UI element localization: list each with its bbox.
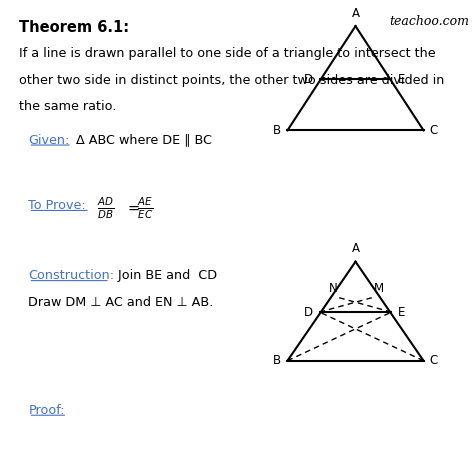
Text: $\frac{AD}{DB}$: $\frac{AD}{DB}$ <box>97 195 115 220</box>
Text: other two side in distinct points, the other two sides are divided in: other two side in distinct points, the o… <box>19 74 444 87</box>
Text: N: N <box>328 282 337 294</box>
Text: B: B <box>273 354 282 367</box>
Text: B: B <box>273 124 282 137</box>
Text: teachoo.com: teachoo.com <box>389 15 469 28</box>
Text: Theorem 6.1:: Theorem 6.1: <box>19 20 129 35</box>
Text: C: C <box>429 354 438 367</box>
Text: To Prove:: To Prove: <box>28 199 86 212</box>
Text: $\frac{AE}{EC}$: $\frac{AE}{EC}$ <box>137 195 153 220</box>
Text: A: A <box>352 7 359 20</box>
Text: Δ ABC where DE ∥ BC: Δ ABC where DE ∥ BC <box>72 134 212 146</box>
Text: Given:: Given: <box>28 134 70 146</box>
Text: A: A <box>352 243 359 255</box>
Text: If a line is drawn parallel to one side of a triangle to intersect the: If a line is drawn parallel to one side … <box>19 47 436 60</box>
Text: =: = <box>127 201 139 216</box>
Text: Draw DM ⊥ AC and EN ⊥ AB.: Draw DM ⊥ AC and EN ⊥ AB. <box>28 296 214 309</box>
Text: E: E <box>398 73 405 86</box>
Text: Proof:: Proof: <box>28 404 65 417</box>
Text: D: D <box>304 306 313 319</box>
Text: M: M <box>374 282 384 294</box>
Text: the same ratio.: the same ratio. <box>19 100 116 113</box>
Text: Join BE and  CD: Join BE and CD <box>110 269 217 282</box>
Text: C: C <box>429 124 438 137</box>
Text: Construction:: Construction: <box>28 269 115 282</box>
Text: E: E <box>398 306 405 319</box>
Text: D: D <box>304 73 313 86</box>
